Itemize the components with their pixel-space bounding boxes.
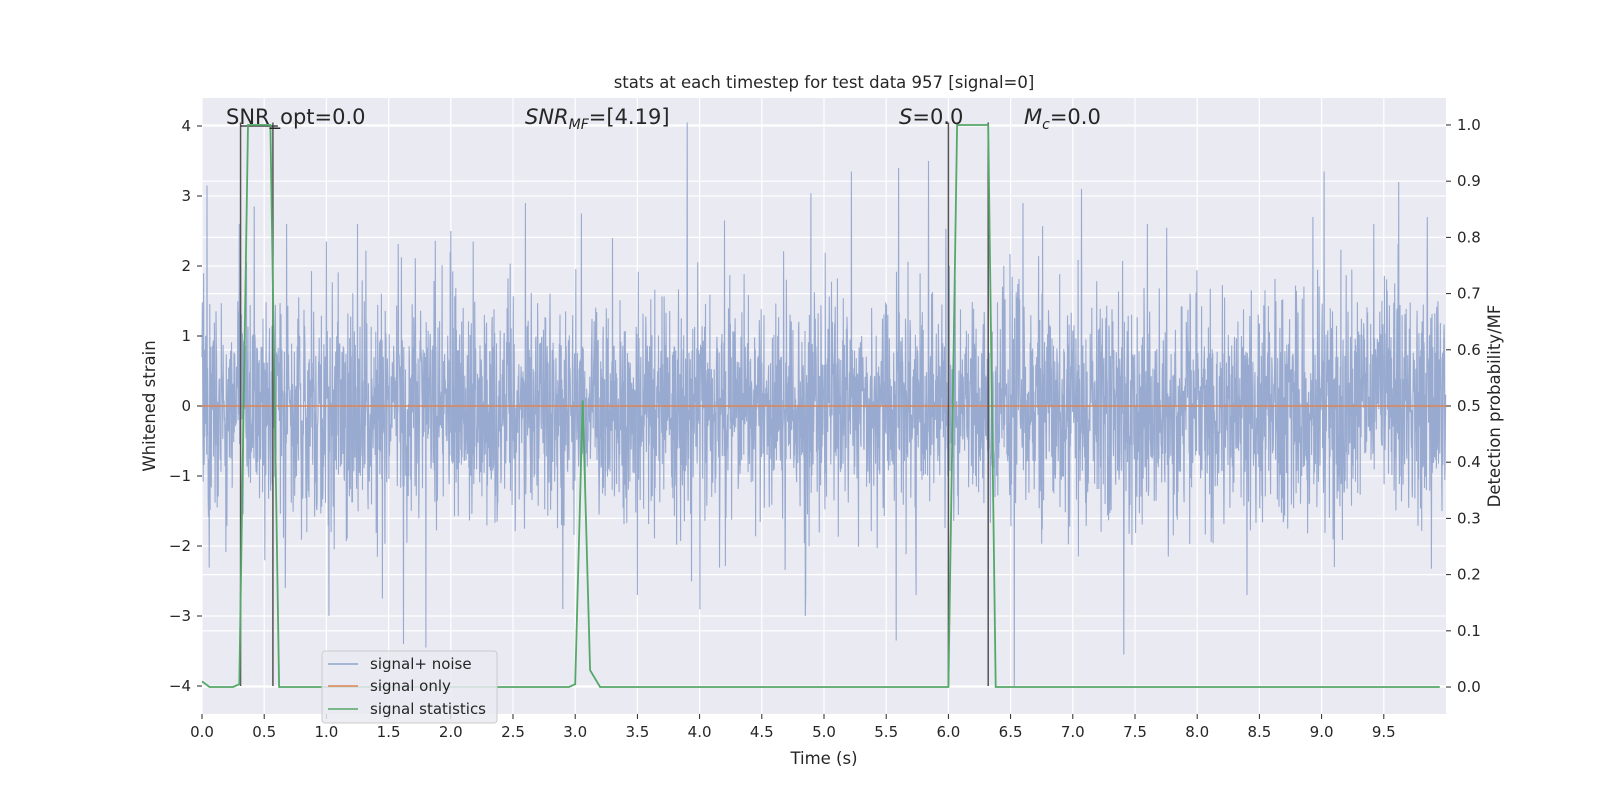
x-tick-label-16: 8.0	[1185, 723, 1209, 741]
x-axis-label: Time (s)	[789, 749, 857, 768]
y2-tick-label-2: 0.2	[1457, 566, 1481, 584]
annotation-s: S=0.0	[899, 105, 963, 129]
y2-tick-label-9: 0.9	[1457, 172, 1481, 190]
chart-title: stats at each timestep for test data 957…	[614, 73, 1035, 92]
annotation-mc-sub: c	[1042, 117, 1050, 133]
annotation-snr-mf-sub: MF	[569, 117, 590, 133]
x-tick-label-3: 1.5	[377, 723, 401, 741]
x-tick-label-13: 6.5	[999, 723, 1023, 741]
noise-trace	[201, 122, 1447, 687]
x-tick-label-10: 5.0	[812, 723, 836, 741]
x-tick-label-19: 9.5	[1372, 723, 1396, 741]
y2-tick-labels: 0.0 0.1 0.2 0.3 0.4 0.5 0.6 0.7 0.8 0.9 1.0	[1446, 116, 1481, 696]
annotation-mc: Mc=0.0	[1024, 105, 1101, 133]
x-tick-label-1: 0.5	[252, 723, 276, 741]
y-tick-label-8: 4	[181, 117, 191, 135]
x-tick-label-0: 0.0	[190, 723, 214, 741]
x-tick-label-14: 7.0	[1061, 723, 1085, 741]
series-signal-statistics	[201, 124, 1440, 688]
y2-tick-label-8: 0.8	[1457, 228, 1481, 246]
legend: signal+ noise signal only signal statist…	[321, 650, 498, 724]
x-tick-labels: 0.0 0.5 1.0 1.5 2.0 2.5 3.0 3.5 4.0 4.5 5.0 5.5 6.0 6…	[190, 714, 1396, 741]
y-tick-labels: −4 −3 −2 −1 0 1 2 3 4	[169, 117, 202, 695]
annotation-snr-mf-base: SNR	[525, 105, 569, 129]
x-tick-label-4: 2.0	[439, 723, 463, 741]
y2-tick-label-3: 0.3	[1457, 509, 1481, 527]
y-tick-label-3: −1	[169, 467, 191, 485]
y-tick-label-2: −2	[169, 537, 191, 555]
annotation-s-rest: =0.0	[912, 105, 963, 129]
y-tick-label-1: −3	[169, 607, 191, 625]
y2-tick-label-10: 1.0	[1457, 116, 1481, 134]
x-tick-label-6: 3.0	[563, 723, 587, 741]
x-tick-label-7: 3.5	[625, 723, 649, 741]
y-tick-label-4: 0	[181, 397, 191, 415]
y2-tick-label-1: 0.1	[1457, 622, 1481, 640]
x-tick-label-8: 4.0	[688, 723, 712, 741]
series-line-1	[201, 124, 1440, 688]
legend-box	[321, 650, 498, 724]
annotation-mc-base: M	[1024, 105, 1042, 129]
y-tick-label-7: 3	[181, 187, 191, 205]
x-tick-label-5: 2.5	[501, 723, 525, 741]
annotation-mc-rest: =0.0	[1050, 105, 1101, 129]
x-tick-label-11: 5.5	[874, 723, 898, 741]
x-tick-label-9: 4.5	[750, 723, 774, 741]
annotation-snr-opt: SNR_opt=0.0	[226, 105, 366, 130]
annotation-s-base: S	[899, 105, 912, 129]
y2-tick-label-6: 0.6	[1457, 341, 1481, 359]
legend-label-signal: signal only	[370, 677, 451, 695]
x-tick-label-18: 9.0	[1310, 723, 1334, 741]
y2-tick-label-5: 0.5	[1457, 397, 1481, 415]
y-tick-label-5: 1	[181, 327, 191, 345]
y2-tick-label-7: 0.7	[1457, 285, 1481, 303]
legend-label-noise: signal+ noise	[370, 655, 472, 673]
y-tick-label-0: −4	[169, 677, 191, 695]
y2-tick-label-4: 0.4	[1457, 453, 1481, 471]
annotation-snr-mf-rest: =[4.19]	[589, 105, 670, 129]
annotation-snr-mf: SNRMF=[4.19]	[525, 105, 670, 133]
legend-label-stats: signal statistics	[370, 700, 486, 718]
y-tick-label-6: 2	[181, 257, 191, 275]
x-tick-label-12: 6.0	[936, 723, 960, 741]
x-tick-label-15: 7.5	[1123, 723, 1147, 741]
series-signal-noise	[201, 122, 1447, 687]
y2-tick-label-0: 0.0	[1457, 678, 1481, 696]
y-axis-label: Whitened strain	[140, 340, 159, 471]
y2-axis-label: Detection probability/MF	[1485, 305, 1504, 508]
x-tick-label-17: 8.5	[1247, 723, 1271, 741]
x-tick-label-2: 1.0	[314, 723, 338, 741]
